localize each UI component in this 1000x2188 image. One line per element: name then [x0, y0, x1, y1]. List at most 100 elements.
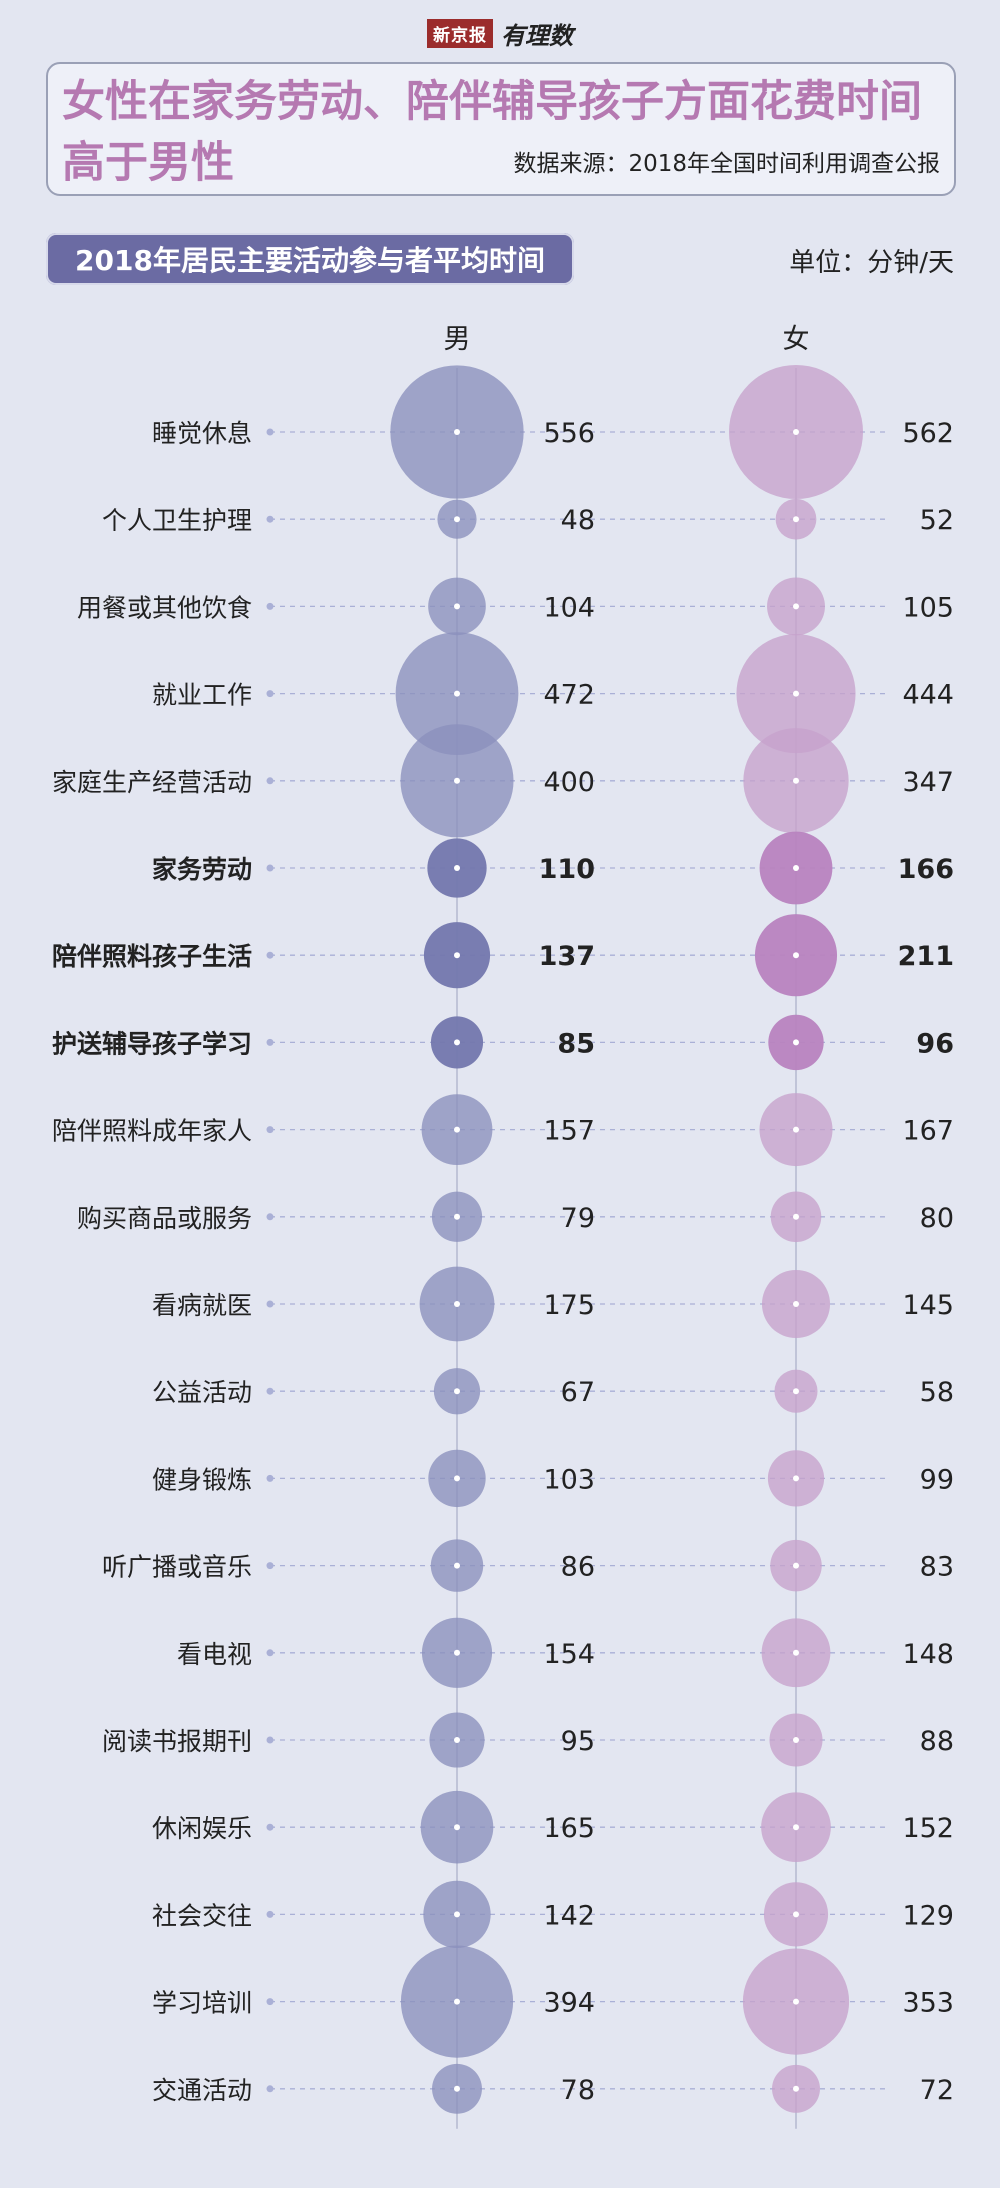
male-center-dot: [454, 1475, 460, 1482]
female-value-label: 58: [920, 1377, 954, 1408]
male-value-label: 472: [543, 680, 595, 711]
female-value-label: 444: [902, 680, 954, 711]
female-center-dot: [793, 1737, 799, 1743]
category-label: 看电视: [177, 1640, 252, 1669]
female-center-dot: [793, 1126, 799, 1133]
male-value-label: 154: [543, 1639, 595, 1670]
male-value-label: 78: [561, 2075, 595, 2106]
row-dot: [266, 1038, 274, 1046]
male-center-dot: [454, 1126, 460, 1133]
female-center-dot: [793, 777, 799, 784]
male-center-dot: [454, 1388, 460, 1395]
row-dot: [266, 1736, 274, 1744]
male-value-label: 175: [543, 1290, 595, 1321]
male-value-label: 165: [543, 1813, 595, 1844]
female-value-label: 562: [902, 418, 954, 449]
female-value-label: 52: [920, 505, 954, 536]
logo-brand: 新京报: [427, 19, 493, 48]
female-center-dot: [793, 1475, 799, 1482]
female-value-label: 72: [920, 2075, 954, 2106]
male-value-label: 394: [543, 1988, 595, 2019]
row-dot: [266, 864, 274, 872]
category-label: 听广播或音乐: [102, 1553, 252, 1582]
category-label: 阅读书报期刊: [102, 1727, 252, 1756]
female-center-dot: [793, 865, 799, 871]
male-center-dot: [454, 516, 460, 523]
male-value-label: 104: [543, 592, 595, 623]
female-value-label: 88: [920, 1726, 954, 1757]
male-value-label: 103: [543, 1464, 595, 1495]
category-label: 休闲娱乐: [152, 1814, 252, 1843]
female-center-dot: [793, 690, 799, 697]
female-center-dot: [793, 429, 799, 435]
category-label: 就业工作: [152, 681, 252, 710]
female-value-label: 80: [920, 1203, 954, 1234]
category-label: 陪伴照料孩子生活: [52, 942, 252, 971]
female-center-dot: [793, 1911, 799, 1918]
female-center-dot: [793, 516, 799, 523]
category-label: 睡觉休息: [152, 419, 252, 448]
male-center-dot: [454, 865, 460, 871]
female-center-dot: [793, 1824, 799, 1831]
category-label: 健身锻炼: [152, 1465, 252, 1494]
row-dot: [266, 777, 274, 785]
logo-sub: 有理数: [501, 21, 573, 50]
row-dot: [266, 690, 274, 698]
male-value-label: 86: [561, 1552, 595, 1583]
row-dot: [266, 428, 274, 436]
category-label: 公益活动: [152, 1378, 252, 1407]
female-value-label: 211: [898, 941, 954, 972]
row-dot: [266, 515, 274, 523]
male-value-label: 556: [543, 418, 595, 449]
male-center-dot: [454, 429, 460, 435]
row-dot: [266, 1998, 274, 2006]
male-value-label: 95: [561, 1726, 595, 1757]
row-dot: [266, 1300, 274, 1308]
female-value-label: 105: [902, 592, 954, 623]
category-label: 家庭生产经营活动: [52, 768, 252, 797]
male-value-label: 137: [539, 941, 595, 972]
row-dot: [266, 951, 274, 959]
male-value-label: 157: [543, 1116, 595, 1147]
female-value-label: 145: [902, 1290, 954, 1321]
female-center-dot: [793, 1649, 799, 1656]
female-center-dot: [793, 1039, 799, 1046]
category-label: 学习培训: [152, 1989, 252, 2018]
category-label: 家务劳动: [152, 855, 252, 884]
row-dot: [266, 1213, 274, 1221]
row-dot: [266, 1823, 274, 1831]
male-center-dot: [454, 1911, 460, 1918]
chart-subtitle: 2018年居民主要活动参与者平均时间: [46, 233, 574, 285]
male-center-dot: [454, 603, 460, 610]
female-center-dot: [793, 1213, 799, 1220]
female-value-label: 96: [916, 1028, 954, 1059]
female-center-dot: [793, 1388, 799, 1395]
category-label: 陪伴照料成年家人: [52, 1117, 252, 1146]
female-value-label: 152: [902, 1813, 954, 1844]
row-dot: [266, 1910, 274, 1918]
male-center-dot: [454, 952, 460, 959]
female-value-label: 148: [902, 1639, 954, 1670]
male-value-label: 79: [561, 1203, 595, 1234]
male-center-dot: [454, 2085, 460, 2092]
series-header: 女: [783, 324, 810, 355]
unit-label: 单位：分钟/天: [789, 248, 954, 278]
row-dot: [266, 1649, 274, 1657]
row-dot: [266, 1387, 274, 1395]
male-center-dot: [454, 1649, 460, 1656]
male-value-label: 400: [543, 767, 595, 798]
header-box: 女性在家务劳动、陪伴辅导孩子方面花费时间高于男性 数据来源：2018年全国时间利…: [46, 62, 956, 196]
female-value-label: 167: [902, 1116, 954, 1147]
category-label: 社会交往: [152, 1901, 252, 1930]
male-center-dot: [454, 690, 460, 697]
female-value-label: 166: [898, 854, 954, 885]
female-value-label: 129: [902, 1900, 954, 1931]
male-center-dot: [454, 1737, 460, 1743]
male-value-label: 110: [539, 854, 595, 885]
male-value-label: 85: [557, 1028, 595, 1059]
female-value-label: 99: [920, 1464, 954, 1495]
male-value-label: 48: [561, 505, 595, 536]
row-dot: [266, 602, 274, 610]
female-value-label: 347: [902, 767, 954, 798]
